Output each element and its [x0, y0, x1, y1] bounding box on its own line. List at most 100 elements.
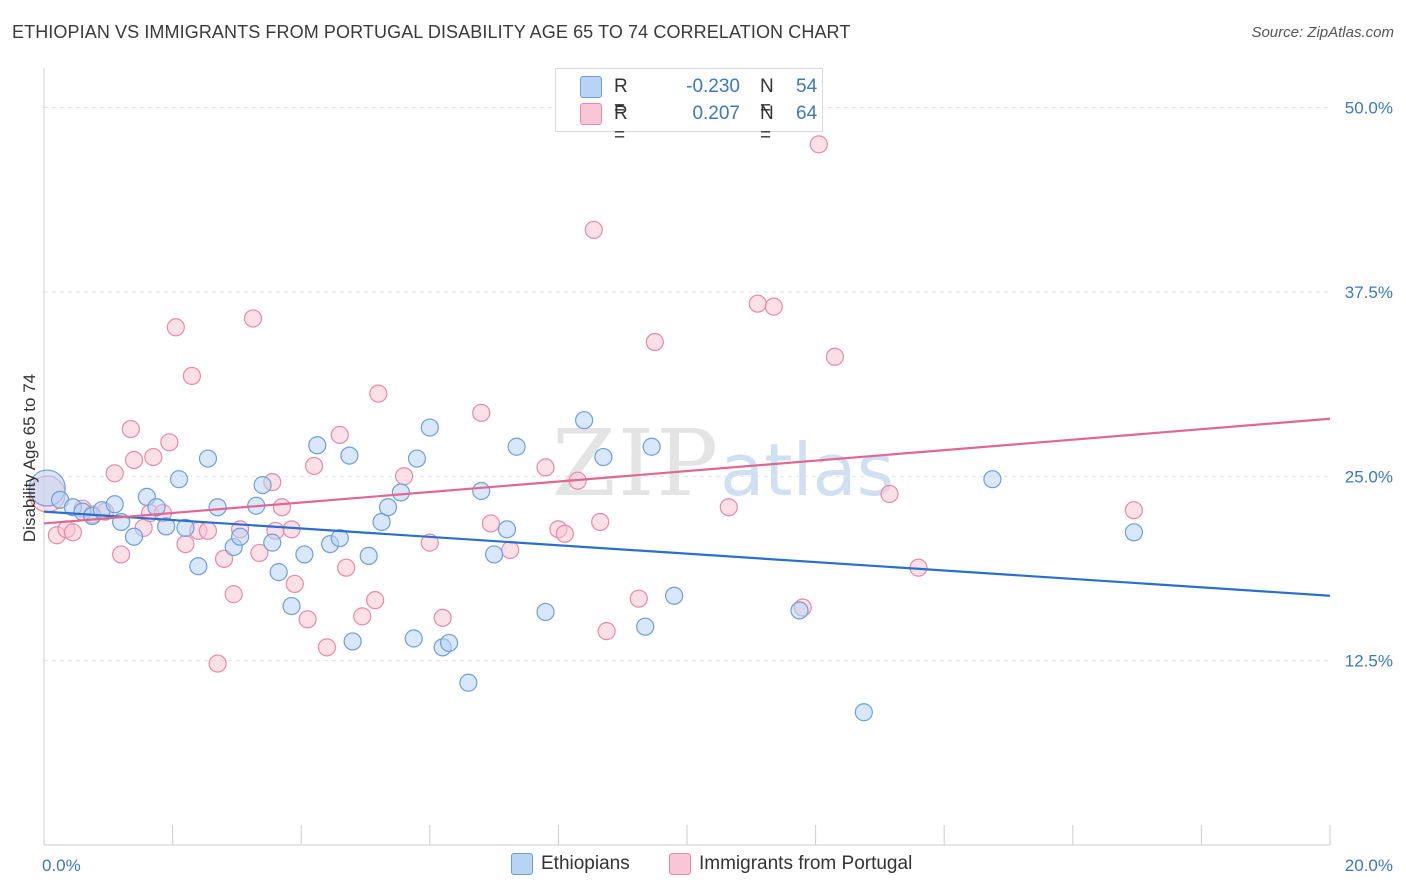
portugal-point — [420, 533, 439, 552]
trend-lines — [43, 417, 1331, 597]
portugal-trend-line — [43, 417, 1331, 525]
y-tick-label: 37.5% — [1345, 283, 1393, 302]
portugal-point — [353, 607, 372, 626]
portugal-point — [629, 589, 648, 608]
portugal-point — [298, 610, 317, 629]
portugal-point — [764, 297, 783, 316]
ethiopians-point — [147, 498, 166, 517]
legend-swatch-ethiopians — [511, 853, 533, 875]
portugal-point — [597, 622, 616, 641]
ethiopians-point — [378, 498, 398, 517]
portugal-point — [112, 545, 131, 564]
portugal-point — [160, 433, 179, 452]
portugal-point — [272, 498, 292, 517]
portugal-point — [166, 318, 185, 337]
ethiopians-point — [507, 437, 526, 456]
portugal-point — [208, 654, 227, 673]
ethiopians-point — [295, 545, 314, 564]
tick-labels: 12.5% 25.0% 37.5% 50.0% 0.0% 20.0% — [42, 99, 1393, 876]
source-credit: Source: ZipAtlas.com — [1251, 24, 1394, 41]
ethiopians-point — [263, 533, 282, 552]
portugal-point — [250, 543, 269, 563]
ethiopians-point — [536, 602, 555, 622]
ethiopians-point — [407, 449, 427, 468]
ethiopians-point — [231, 527, 250, 546]
ethiopians-point — [359, 546, 378, 566]
ethiopians-point — [420, 418, 439, 437]
y-tick-label: 25.0% — [1345, 467, 1393, 486]
ethiopians-point — [391, 483, 410, 502]
watermark-atlas: atlas — [720, 428, 895, 512]
ethiopians-point — [485, 545, 504, 564]
ethiopians-point — [665, 586, 684, 605]
portugal-point — [176, 534, 195, 554]
portugal-point — [366, 591, 385, 610]
ethiopians-point — [497, 520, 517, 539]
ethiopians-point — [642, 437, 661, 456]
portugal-point — [433, 608, 452, 627]
portugal-point — [304, 456, 324, 476]
ethiopians-point — [169, 470, 189, 489]
ethiopians-point — [594, 447, 613, 467]
ethiopians-point — [472, 481, 491, 501]
ethiopians-point — [253, 476, 272, 495]
ethiopians-trend-line — [43, 510, 1331, 597]
grid-lines — [44, 107, 1330, 662]
legend-label-ethiopians: Ethiopians — [541, 853, 630, 874]
legend-n-value: 64 — [796, 103, 818, 124]
portugal-point — [472, 403, 491, 422]
y-tick-label: 12.5% — [1345, 652, 1393, 671]
ethiopians-point — [439, 633, 459, 653]
portugal-point — [330, 425, 349, 445]
ethiopians-point — [575, 411, 594, 430]
portugal-point — [63, 523, 83, 542]
ethiopians-point — [854, 703, 873, 722]
legend-r-value: -0.230 — [686, 76, 740, 97]
portugal-point — [337, 558, 356, 577]
ethiopians-point — [198, 449, 218, 468]
portugal-point — [121, 419, 140, 439]
portugal-point — [536, 458, 555, 477]
series-legend: Ethiopians Immigrants from Portugal — [0, 851, 1406, 879]
portugal-point — [317, 638, 337, 657]
portugal-point — [282, 520, 301, 539]
legend-label-portugal: Immigrants from Portugal — [699, 853, 913, 874]
ethiopians-point — [636, 617, 655, 636]
portugal-point — [1124, 501, 1143, 520]
portugal-point — [224, 585, 243, 604]
ethiopians-point — [983, 470, 1002, 489]
ethiopians-point — [1124, 523, 1143, 542]
ethiopians-point — [189, 557, 208, 576]
series-ethiopians-points — [28, 411, 1143, 722]
legend-n-value: 54 — [796, 76, 818, 97]
x-tick-label: 0.0% — [42, 856, 81, 875]
watermark: ZIPatlas — [552, 410, 894, 517]
legend-r-value: 0.207 — [692, 103, 740, 124]
legend-n-label: N = — [760, 76, 774, 119]
portugal-point — [198, 521, 218, 540]
portugal-point — [481, 514, 500, 533]
ethiopians-point — [157, 517, 176, 536]
ethiopians-point — [404, 629, 423, 648]
y-tick-label: 50.0% — [1345, 99, 1393, 118]
ethiopians-point — [330, 529, 349, 548]
portugal-point — [105, 464, 124, 483]
portugal-point — [144, 447, 163, 467]
legend-r-label: R = — [614, 76, 628, 119]
portugal-point — [243, 309, 263, 328]
ethiopians-point — [176, 518, 195, 537]
chart-title: ETHIOPIAN VS IMMIGRANTS FROM PORTUGAL DI… — [12, 22, 851, 42]
axes — [43, 68, 1331, 846]
ethiopians-point — [269, 563, 288, 582]
ethiopians-point — [340, 446, 359, 465]
legend-swatch-portugal — [669, 853, 691, 875]
portugal-point — [880, 484, 899, 504]
ethiopians-point — [124, 527, 144, 546]
x-tick-label: 20.0% — [1345, 856, 1393, 875]
portugal-point — [591, 512, 610, 532]
portugal-point — [182, 366, 201, 386]
series-portugal-points — [28, 135, 1143, 673]
y-axis-label: Disability Age 65 to 74 — [20, 373, 39, 543]
legend-swatch-ethiopians — [580, 76, 602, 98]
